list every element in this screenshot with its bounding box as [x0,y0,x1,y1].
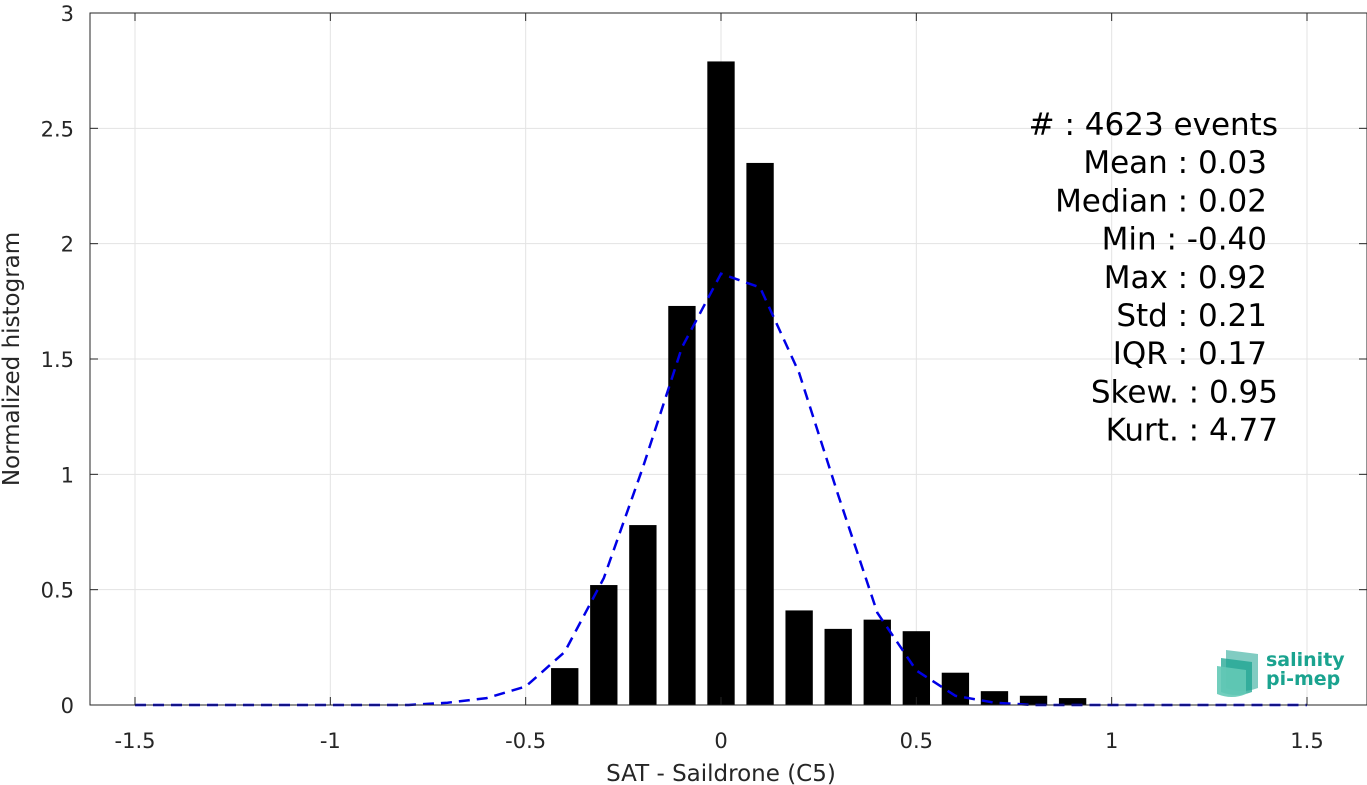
x-tick-label: -1 [320,729,341,753]
y-tick-label: 2 [61,233,74,257]
histogram-bar [824,628,852,705]
stat-line: Max : 0.92 [1104,260,1267,296]
logo-line-2: pi-mep [1266,668,1340,690]
histogram-bar [902,631,931,705]
stat-line: Median : 0.02 [1055,183,1267,219]
y-tick-label: 0.5 [41,579,74,603]
histogram-bar [668,305,696,705]
histogram-bar [590,585,618,705]
x-tick-label: 0 [714,729,727,753]
y-tick-label: 1 [61,463,74,487]
x-tick-label: -1.5 [115,729,156,753]
stat-line: IQR : 0.17 [1113,336,1267,372]
stat-line: Std : 0.21 [1116,298,1267,334]
histogram-bar [707,61,735,705]
x-tick-label: -0.5 [505,729,546,753]
histogram-bar [551,668,579,705]
histogram-bar [746,162,774,705]
histogram-bar [629,525,657,705]
stat-line: # : 4623 events [1029,107,1278,143]
x-tick-label: 0.5 [900,729,933,753]
histogram-bar [941,672,970,705]
x-tick-label: 1.5 [1290,729,1323,753]
histogram-bar [785,610,813,705]
y-tick-label: 3 [61,2,74,26]
y-tick-label: 2.5 [41,117,74,141]
logo-line-1: salinity [1266,649,1345,671]
stat-line: Mean : 0.03 [1083,145,1267,181]
histogram-bars [551,61,1087,705]
stat-line: Min : -0.40 [1102,222,1267,258]
y-tick-label: 1.5 [41,348,74,372]
x-axis-label: SAT - Saildrone (C5) [606,761,836,785]
histogram-bar [1058,698,1087,705]
salinity-pi-mep-logo: salinity pi-mep [1217,649,1345,697]
y-axis-label: Normalized histogram [0,232,25,486]
x-axis-ticks: -1.5 -1 -0.5 0 0.5 1 1.5 [115,13,1324,753]
x-tick-label: 1 [1105,729,1118,753]
y-axis-ticks: 0 0.5 1 1.5 2 2.5 3 [41,2,1367,718]
histogram-bar [1019,695,1048,705]
stat-line: Skew. : 0.95 [1091,374,1278,410]
wave-icon [1217,650,1258,697]
stat-line: Kurt. : 4.77 [1106,413,1278,449]
histogram-bar [863,619,891,705]
y-tick-label: 0 [61,694,74,718]
